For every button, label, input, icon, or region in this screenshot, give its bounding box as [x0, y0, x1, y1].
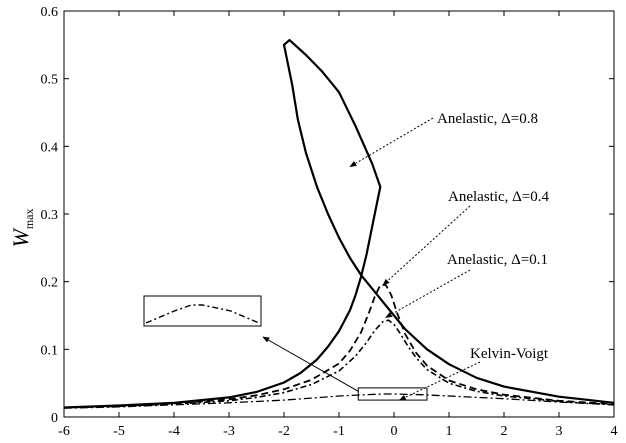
zoom-arrow — [262, 336, 359, 392]
x-tick-label: 0 — [391, 424, 398, 439]
y-axis-label-main: W — [8, 228, 33, 248]
annotation-arrow-1 — [349, 117, 434, 168]
series-layer — [63, 39, 615, 409]
y-tick-label: 0 — [51, 411, 58, 426]
annotation-arrow-2 — [382, 205, 471, 286]
series-line-2 — [63, 284, 615, 409]
inset-curve — [145, 304, 260, 324]
inset-box — [143, 295, 262, 327]
y-tick-label: 0.3 — [41, 208, 59, 223]
y-tick-label: 0.5 — [41, 73, 59, 88]
y-axis-label-subscript: max — [22, 209, 36, 230]
annotation-arrow-4 — [398, 361, 481, 401]
x-tick-label: -2 — [278, 424, 290, 439]
annotation-label-4: Kelvin-Voigt — [470, 346, 549, 362]
annotation-label-1: Anelastic, Δ=0.8 — [437, 111, 538, 127]
annotation-label-3: Anelastic, Δ=0.1 — [447, 252, 548, 268]
annotation-label-2: Anelastic, Δ=0.4 — [448, 189, 550, 205]
annotation-arrow-3 — [385, 269, 471, 318]
ticks-layer: -6 -5 -4 -3 -2 -1 0 1 2 3 4 0 0.1 0.2 0.3 0.4 0.5 0.6 — [41, 5, 618, 439]
x-tick-label: 1 — [446, 424, 453, 439]
x-tick-label: -3 — [223, 424, 235, 439]
zoom-region-box — [357, 387, 428, 401]
series-line-4 — [63, 393, 615, 409]
x-tick-label: -4 — [168, 424, 180, 439]
y-tick-label: 0.4 — [41, 140, 59, 155]
y-axis-label: Wmax — [8, 209, 36, 248]
x-tick-label: 2 — [501, 424, 508, 439]
series-line-3 — [63, 319, 615, 409]
y-tick-label: 0.2 — [41, 276, 59, 291]
x-tick-label: 4 — [611, 424, 618, 439]
x-tick-label: -5 — [113, 424, 125, 439]
annotations-layer: Anelastic, Δ=0.8 Anelastic, Δ=0.4 Anelasti… — [349, 111, 550, 401]
y-tick-label: 0.6 — [41, 5, 59, 20]
inset-layer — [143, 295, 428, 401]
x-tick-label: 3 — [556, 424, 563, 439]
x-tick-label: -1 — [333, 424, 345, 439]
x-tick-label: -6 — [58, 424, 70, 439]
series-line-1 — [63, 39, 615, 409]
y-tick-label: 0.1 — [41, 343, 59, 358]
